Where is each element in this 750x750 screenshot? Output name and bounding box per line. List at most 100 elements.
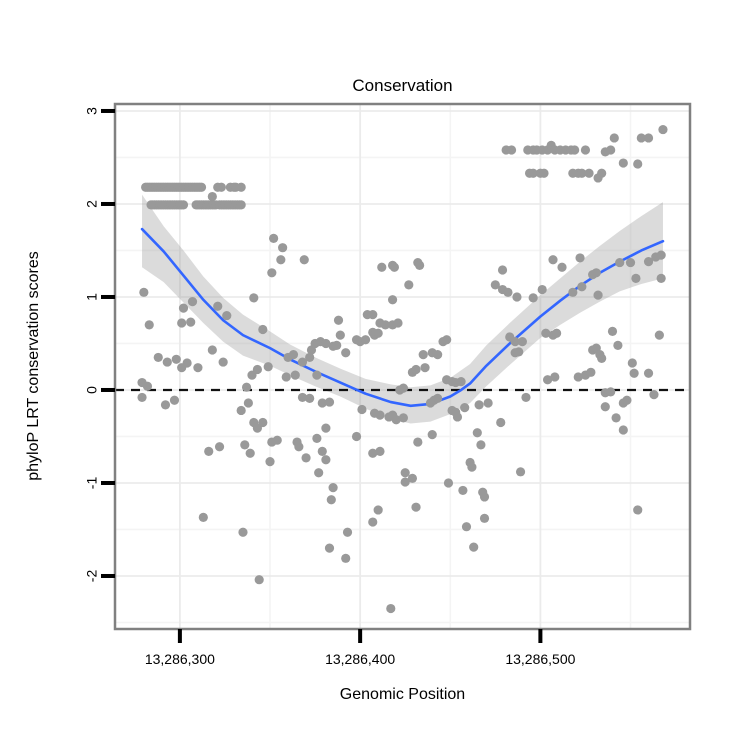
data-point xyxy=(627,358,637,368)
data-point xyxy=(497,265,508,275)
y-tick-mark xyxy=(101,201,115,206)
data-point xyxy=(305,393,315,403)
data-point xyxy=(375,410,385,420)
y-tick-mark xyxy=(101,573,115,578)
data-point xyxy=(245,448,255,458)
data-point xyxy=(258,417,268,428)
y-tick-label: -1 xyxy=(84,477,100,490)
data-point xyxy=(633,159,643,169)
data-point xyxy=(342,527,353,537)
data-point xyxy=(324,543,335,553)
data-point xyxy=(503,287,513,297)
x-tick-label: 13,286,300 xyxy=(145,651,215,667)
chart-title: Conservation xyxy=(352,76,453,95)
data-point xyxy=(521,392,531,403)
data-point xyxy=(404,280,414,290)
y-tick-mark xyxy=(101,480,115,485)
data-point xyxy=(258,324,268,335)
data-point xyxy=(243,398,253,408)
data-point xyxy=(249,293,259,303)
data-point xyxy=(351,431,362,442)
axes: 3 2 1 0 -1 -2 13,286,300 13,286,400 13,286,500 xyxy=(84,107,576,667)
data-point xyxy=(321,423,331,433)
data-point xyxy=(368,310,378,320)
data-point xyxy=(476,440,486,450)
panel-border xyxy=(113,102,692,631)
data-point xyxy=(294,442,304,452)
data-point xyxy=(332,340,342,350)
data-point xyxy=(611,413,621,423)
data-point xyxy=(269,233,279,243)
data-point xyxy=(411,502,421,512)
data-point xyxy=(474,400,484,410)
data-point xyxy=(198,512,208,522)
data-point xyxy=(272,435,282,445)
data-point xyxy=(577,168,587,178)
data-point xyxy=(301,453,311,463)
data-point xyxy=(629,368,639,378)
data-point xyxy=(427,430,437,440)
data-point xyxy=(413,437,423,447)
data-point xyxy=(317,398,327,408)
data-point xyxy=(636,133,646,143)
data-point xyxy=(517,337,527,347)
data-point xyxy=(326,495,336,505)
data-point xyxy=(570,145,580,155)
data-point xyxy=(550,372,560,382)
data-point xyxy=(222,310,232,321)
y-tick-label: 0 xyxy=(84,386,100,394)
data-point xyxy=(656,250,666,260)
data-point xyxy=(187,297,198,307)
data-point xyxy=(236,200,246,210)
data-point xyxy=(541,328,551,338)
data-point xyxy=(577,282,587,292)
data-point xyxy=(460,403,470,413)
data-point xyxy=(580,145,591,155)
data-point xyxy=(479,492,490,502)
data-point xyxy=(214,442,225,452)
y-tick-label: 3 xyxy=(84,107,100,115)
data-point xyxy=(633,505,643,515)
data-point xyxy=(586,367,596,377)
x-tick-label: 13,286,500 xyxy=(505,651,575,667)
data-point xyxy=(297,392,308,403)
data-point xyxy=(622,395,632,405)
scatter-points xyxy=(137,124,668,614)
y-tick-label: 1 xyxy=(84,293,100,301)
data-point xyxy=(236,405,246,416)
data-point xyxy=(515,467,526,477)
data-point xyxy=(512,292,522,302)
data-point xyxy=(204,446,214,456)
data-point xyxy=(305,352,315,363)
y-tick-mark xyxy=(101,387,115,392)
data-point xyxy=(373,505,383,515)
data-point xyxy=(254,575,264,585)
data-point xyxy=(263,362,273,372)
data-point xyxy=(400,477,410,487)
data-point xyxy=(528,293,538,303)
data-point xyxy=(461,522,472,532)
data-point xyxy=(407,473,418,483)
data-point xyxy=(139,287,149,297)
data-point xyxy=(160,400,171,410)
data-point xyxy=(442,335,452,345)
data-point xyxy=(375,446,385,456)
data-point xyxy=(514,347,524,357)
data-point xyxy=(593,290,603,300)
data-point xyxy=(312,433,322,443)
data-point xyxy=(321,455,331,465)
data-point xyxy=(297,357,308,367)
data-point xyxy=(178,200,189,210)
data-point xyxy=(207,345,217,355)
data-point xyxy=(213,301,223,311)
data-point xyxy=(333,315,344,325)
smooth-trend-line xyxy=(140,227,665,408)
data-point xyxy=(377,262,387,272)
data-point xyxy=(591,268,601,278)
data-point xyxy=(328,483,338,493)
x-tick-label: 13,286,400 xyxy=(325,651,395,667)
data-point xyxy=(418,350,428,360)
data-point xyxy=(216,182,226,192)
data-point xyxy=(506,145,517,155)
data-point xyxy=(543,375,553,385)
